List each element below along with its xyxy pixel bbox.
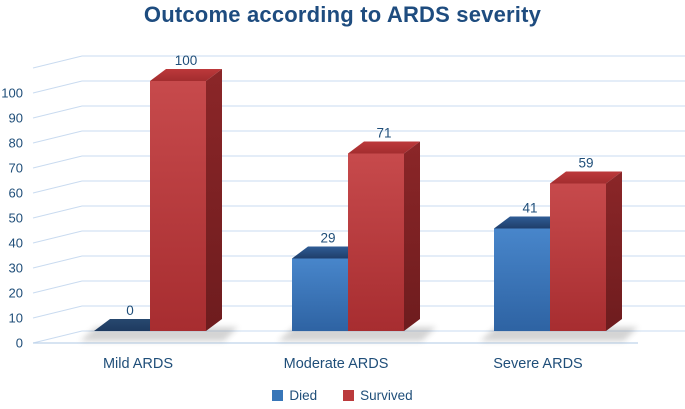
bar-survived-severe-ards: 59 [550,156,622,331]
bar-top-face [348,141,420,154]
legend-swatch-died-icon [272,390,284,401]
gridline [32,330,685,344]
data-label: 71 [376,126,391,141]
y-tick-label: 100 [1,86,23,101]
data-label: 59 [578,156,593,171]
gridline [32,180,685,194]
gridline [32,105,685,119]
gridline [32,155,685,169]
gridline [32,130,685,144]
gridline [32,230,685,244]
y-tick-label: 90 [9,111,23,126]
gridline [32,255,685,269]
data-label: 29 [320,231,335,246]
x-category-label: Mild ARDS [103,356,173,372]
x-category-label: Severe ARDS [493,356,582,372]
bar-front-face [292,258,348,331]
bar-top-face [494,216,566,229]
gridline [32,55,685,69]
legend-label-died: Died [289,388,318,403]
plot-area: 0 10 20 30 40 50 60 70 80 90 100 0 100 29 71 41 59 Mild A… [1,53,685,372]
legend-swatch-survived-icon [343,390,355,401]
bar-top-face [550,171,622,184]
bars: 0 100 29 71 41 59 [94,53,622,331]
bar-top-face [150,69,222,81]
y-tick-label: 50 [9,211,23,226]
bar-survived-moderate-ards: 71 [348,126,420,331]
bar-died-severe-ards: 41 [494,201,566,331]
bar-survived-mild-ards: 100 [150,53,222,331]
y-tick-label: 60 [9,186,23,201]
legend-item-died: Died [272,388,317,403]
bar-died-moderate-ards: 29 [292,231,364,331]
y-tick-label: 30 [9,261,23,276]
gridline [32,80,685,94]
bar-side-face [404,141,420,331]
y-tick-label: 10 [9,311,23,326]
bar-top-face [94,319,166,331]
data-label: 41 [522,201,537,216]
bar-front-face [348,153,404,331]
bar-top-face [292,246,364,259]
gridlines [32,55,685,344]
y-axis-tick-labels: 0 10 20 30 40 50 60 70 80 90 100 [1,86,23,351]
bar-side-face [606,171,622,331]
gridline [32,280,685,294]
bar-front-face [494,228,550,331]
y-tick-label: 40 [9,236,23,251]
legend-item-survived: Survived [343,388,413,403]
y-tick-label: 70 [9,161,23,176]
legend: Died Survived [0,388,685,403]
x-category-labels: Mild ARDS Moderate ARDS Severe ARDS [103,356,583,372]
y-tick-label: 20 [9,286,23,301]
data-label: 100 [175,53,198,68]
bar-side-face [206,69,222,331]
y-tick-label: 80 [9,136,23,151]
data-label: 0 [126,303,134,318]
chart-title: Outcome according to ARDS severity [143,2,542,27]
x-category-label: Moderate ARDS [284,356,389,372]
gridline [32,305,685,319]
y-tick-label: 0 [16,336,23,351]
bar-died-mild-ards: 0 [94,303,166,331]
bar-front-face [150,81,206,331]
gridline [32,205,685,219]
bar-front-face [550,183,606,331]
legend-label-survived: Survived [360,388,413,403]
